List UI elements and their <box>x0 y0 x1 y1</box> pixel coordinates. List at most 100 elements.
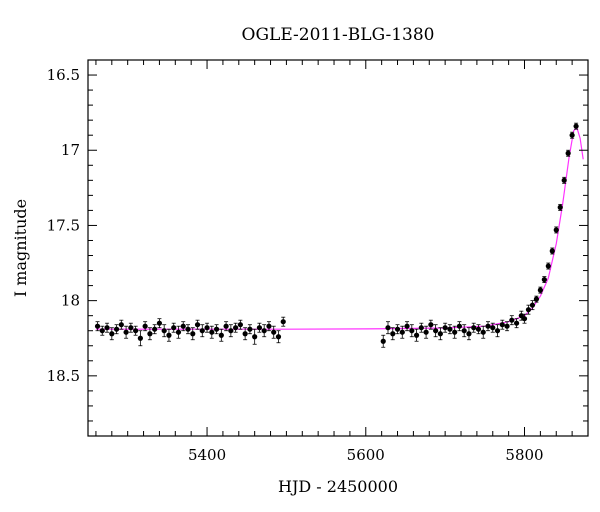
data-point <box>423 329 429 335</box>
data-point <box>209 329 215 335</box>
data-point <box>199 328 205 334</box>
data-point <box>504 323 510 329</box>
data-point <box>133 328 139 334</box>
model-curve <box>95 126 584 330</box>
data-point <box>525 307 532 313</box>
data-point <box>390 331 396 337</box>
data-point <box>261 328 267 334</box>
data-point <box>137 335 143 341</box>
data-point <box>549 248 555 254</box>
data-point <box>490 325 496 331</box>
y-tick-label: 17 <box>61 141 80 159</box>
data-point <box>433 328 439 334</box>
data-point <box>228 328 234 334</box>
axis-ticks <box>88 59 589 437</box>
y-tick-label: 17.5 <box>47 216 80 234</box>
data-point <box>204 325 210 331</box>
data-point <box>561 177 567 183</box>
data-point <box>461 328 467 334</box>
data-point <box>99 328 105 334</box>
data-point <box>380 338 386 344</box>
x-axis-label: HJD - 2450000 <box>278 477 398 496</box>
data-point <box>166 332 172 338</box>
data-point <box>485 323 491 329</box>
data-point <box>466 331 472 337</box>
data-point <box>94 323 101 329</box>
data-point <box>242 331 248 337</box>
data-point <box>190 331 196 337</box>
data-point <box>175 329 182 335</box>
data-point <box>553 227 559 233</box>
data-point <box>109 331 115 337</box>
data-point <box>156 320 163 326</box>
data-point <box>456 323 463 329</box>
data-point <box>471 325 477 331</box>
data-point <box>418 325 424 331</box>
data-point <box>394 326 401 332</box>
chart-title: OGLE-2011-BLG-1380 <box>242 25 435 45</box>
x-tick-label: 5400 <box>188 446 226 464</box>
data-point <box>256 325 263 331</box>
data-point <box>113 326 120 332</box>
data-point <box>537 287 543 293</box>
plot-frame <box>87 59 589 437</box>
data-point <box>185 326 191 332</box>
data-point <box>541 276 547 283</box>
data-point <box>428 322 434 328</box>
y-tick-label: 16.5 <box>47 66 80 84</box>
y-axis-label: I magnitude <box>11 199 30 297</box>
data-point <box>171 325 177 331</box>
data-point <box>128 325 134 331</box>
data-point <box>565 150 571 156</box>
x-tick-label: 5600 <box>347 446 385 464</box>
data-point <box>494 328 501 334</box>
data-point <box>118 322 124 328</box>
data-point <box>275 334 282 340</box>
data-point <box>569 132 575 138</box>
data-point <box>442 325 448 331</box>
data-point <box>104 325 110 331</box>
data-point <box>533 296 540 302</box>
data-point <box>480 329 486 335</box>
data-point <box>513 320 520 326</box>
data-point <box>573 123 579 129</box>
data-point <box>280 319 286 325</box>
data-point <box>271 329 277 335</box>
data-point <box>475 326 482 332</box>
data-point <box>152 326 158 332</box>
data-point <box>180 323 186 329</box>
data-point <box>557 204 563 210</box>
data-point <box>194 322 201 328</box>
data-point <box>142 323 148 329</box>
data-point <box>218 332 224 338</box>
data-point <box>521 316 528 322</box>
data-point <box>529 302 536 308</box>
tick-labels: 5400 5600 5800 16.5 17 17.5 18 18.5 <box>47 66 544 464</box>
data-point <box>147 331 153 337</box>
data-point <box>385 325 391 331</box>
data-point <box>499 322 505 328</box>
data-point <box>509 317 515 323</box>
y-tick-label: 18 <box>61 292 80 310</box>
data-point <box>233 325 239 331</box>
data-point <box>123 329 129 335</box>
data-point <box>213 326 220 332</box>
data-point <box>545 263 551 269</box>
plot-area <box>94 122 584 348</box>
data-point <box>399 329 405 335</box>
data-point <box>437 331 443 337</box>
data-point <box>223 323 229 329</box>
data-point <box>161 328 167 334</box>
y-tick-label: 18.5 <box>47 367 80 385</box>
data-point <box>447 326 453 332</box>
data-point <box>413 332 420 338</box>
data-point <box>266 323 272 329</box>
data-point <box>404 323 410 329</box>
data-point <box>247 326 253 332</box>
data-point <box>409 328 415 334</box>
data-point <box>452 329 458 335</box>
data-point <box>252 334 258 340</box>
data-point <box>237 322 243 328</box>
x-tick-label: 5800 <box>505 446 543 464</box>
